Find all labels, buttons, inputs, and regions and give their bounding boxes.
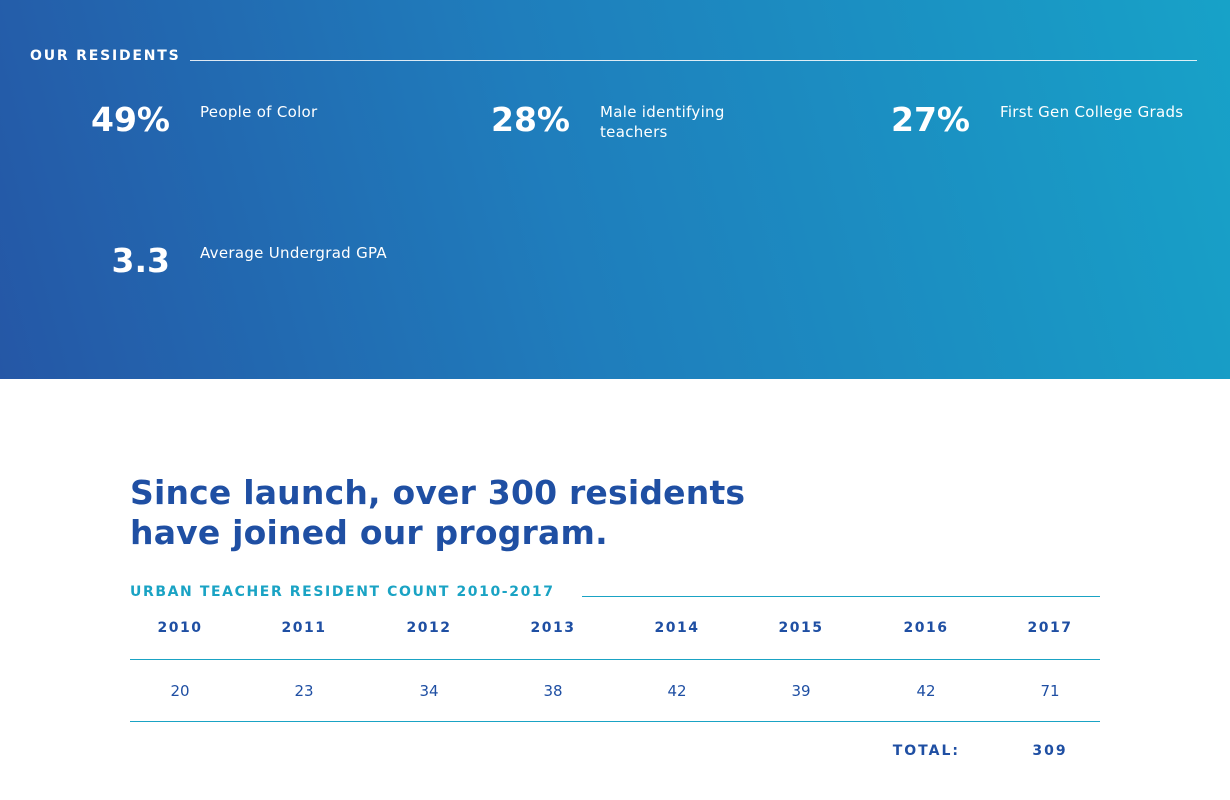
headline-line-2: have joined our program. xyxy=(130,513,608,552)
count-cell: 42 xyxy=(916,682,936,700)
count-cell: 39 xyxy=(791,682,811,700)
stat-value-first-gen: 27% xyxy=(891,100,970,139)
stat-label-people-of-color: People of Color xyxy=(200,103,318,121)
count-cell: 20 xyxy=(170,682,190,700)
residents-banner: OUR RESIDENTS 49% People of Color 28% Ma… xyxy=(0,0,1230,379)
count-cell: 34 xyxy=(419,682,439,700)
program-headline: Since launch, over 300 residents have jo… xyxy=(130,473,745,553)
count-cell: 71 xyxy=(1040,682,1060,700)
year-header: 2016 xyxy=(903,620,949,636)
count-cell: 38 xyxy=(543,682,563,700)
year-header: 2011 xyxy=(281,620,327,636)
year-header: 2010 xyxy=(157,620,203,636)
table-row-divider xyxy=(130,659,1100,660)
year-header: 2014 xyxy=(654,620,700,636)
table-title-divider xyxy=(582,596,1100,597)
stat-label-first-gen: First Gen College Grads xyxy=(1000,103,1184,121)
year-header: 2012 xyxy=(406,620,452,636)
count-cell: 42 xyxy=(667,682,687,700)
stat-label-gpa: Average Undergrad GPA xyxy=(200,244,387,262)
headline-line-1: Since launch, over 300 residents xyxy=(130,473,746,512)
stat-value-male-teachers: 28% xyxy=(491,100,570,139)
total-label: TOTAL: xyxy=(892,743,960,759)
table-title: URBAN TEACHER RESIDENT COUNT 2010-2017 xyxy=(130,584,555,600)
table-row-divider xyxy=(130,721,1100,722)
year-header: 2015 xyxy=(778,620,824,636)
stat-value-gpa: 3.3 xyxy=(111,241,170,280)
year-header: 2017 xyxy=(1027,620,1073,636)
section-heading: OUR RESIDENTS xyxy=(30,48,181,64)
count-cell: 23 xyxy=(294,682,314,700)
total-value: 309 xyxy=(1032,743,1068,759)
year-header: 2013 xyxy=(530,620,576,636)
stat-label-male-teachers: Male identifying teachers xyxy=(600,103,725,141)
section-divider xyxy=(190,60,1197,61)
stat-value-people-of-color: 49% xyxy=(91,100,170,139)
